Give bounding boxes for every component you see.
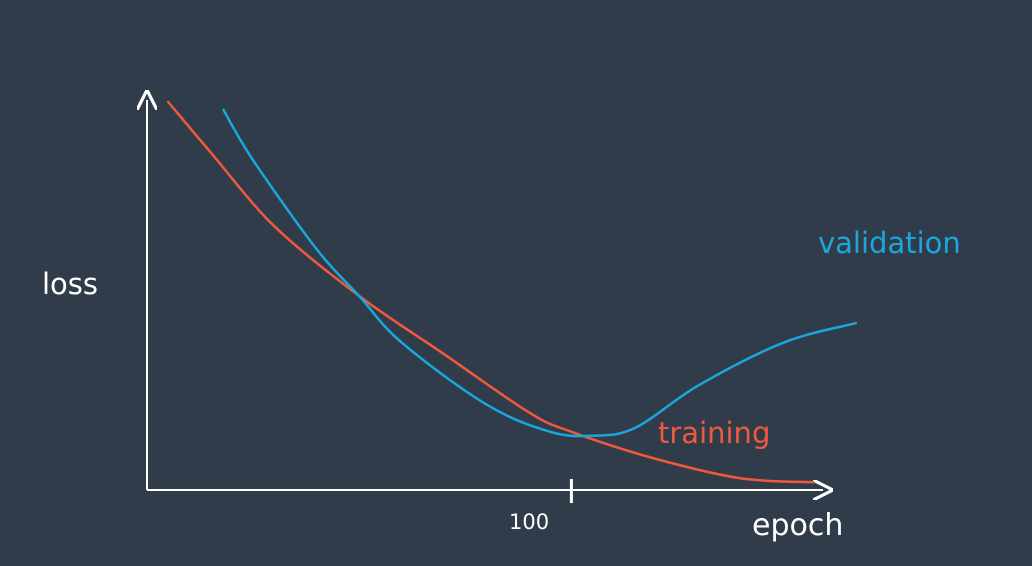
training-series-label: training: [658, 416, 771, 450]
validation-series-label: validation: [818, 226, 961, 260]
x-tick-label: 100: [509, 510, 550, 534]
validation-series-line: [222, 108, 858, 438]
y-axis-label: loss: [42, 267, 99, 301]
training-series-line: [166, 100, 815, 484]
x-axis-label: epoch: [752, 508, 844, 543]
